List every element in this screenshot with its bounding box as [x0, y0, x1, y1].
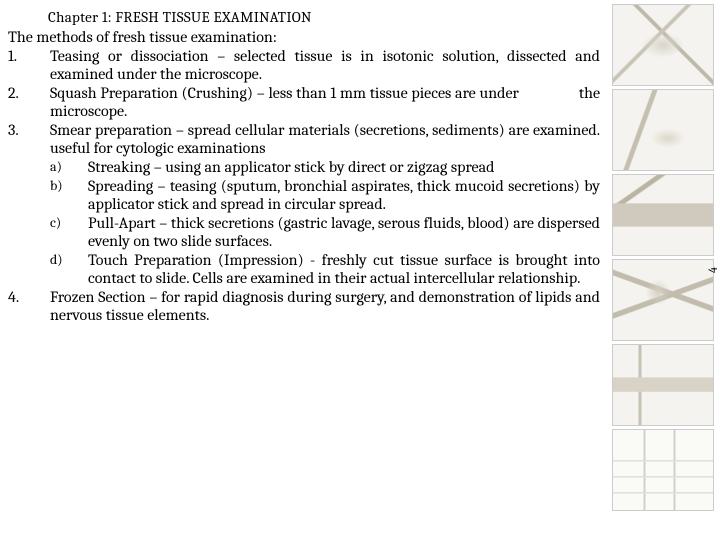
sub-item: c) Pull-Apart – thick secretions (gastri… [50, 214, 600, 250]
list-item: 1. Teasing or dissociation – selected ti… [8, 47, 600, 83]
item-text: Squash Preparation (Crushing) – less tha… [50, 84, 600, 120]
item-number: 2. [8, 84, 50, 120]
sub-text: Pull-Apart – thick secretions (gastric l… [88, 214, 600, 250]
item-number: 1. [8, 47, 50, 83]
methods-list-cont: 4. Frozen Section – for rapid diagnosis … [8, 288, 600, 324]
illustration-pull-apart [612, 344, 714, 426]
page: Chapter 1: FRESH TISSUE EXAMINATION The … [0, 0, 720, 540]
sub-item: b) Spreading – teasing (sputum, bronchia… [50, 177, 600, 213]
illustration-streaking [612, 174, 714, 256]
sub-item: d) Touch Preparation (Impression) - fres… [50, 251, 600, 287]
intro-text: The methods of fresh tissue examination: [8, 28, 600, 46]
image-column [612, 0, 720, 540]
sub-text: Touch Preparation (Impression) - freshly… [88, 251, 600, 287]
sub-item: a) Streaking – using an applicator stick… [50, 158, 600, 176]
page-number: 4 [706, 267, 720, 273]
item-text: Frozen Section – for rapid diagnosis dur… [50, 288, 600, 324]
sub-number: d) [50, 251, 88, 287]
list-item: 4. Frozen Section – for rapid diagnosis … [8, 288, 600, 324]
text-column: Chapter 1: FRESH TISSUE EXAMINATION The … [0, 0, 612, 540]
methods-list: 1. Teasing or dissociation – selected ti… [8, 47, 600, 157]
illustration-squash [612, 89, 714, 171]
sub-number: a) [50, 158, 88, 176]
item-text: Smear preparation – spread cellular mate… [50, 121, 600, 157]
sub-number: b) [50, 177, 88, 213]
item-number: 4. [8, 288, 50, 324]
item-text: Teasing or dissociation – selected tissu… [50, 47, 600, 83]
illustration-teasing [612, 4, 714, 86]
list-item: 3. Smear preparation – spread cellular m… [8, 121, 600, 157]
chapter-title: Chapter 1: FRESH TISSUE EXAMINATION [48, 8, 600, 26]
list-item: 2. Squash Preparation (Crushing) – less … [8, 84, 600, 120]
sub-number: c) [50, 214, 88, 250]
sub-text: Streaking – using an applicator stick by… [88, 158, 600, 176]
illustration-spreading [612, 259, 714, 341]
illustration-frozen-section [612, 429, 714, 511]
item-number: 3. [8, 121, 50, 157]
sub-list: a) Streaking – using an applicator stick… [8, 158, 600, 287]
sub-text: Spreading – teasing (sputum, bronchial a… [88, 177, 600, 213]
